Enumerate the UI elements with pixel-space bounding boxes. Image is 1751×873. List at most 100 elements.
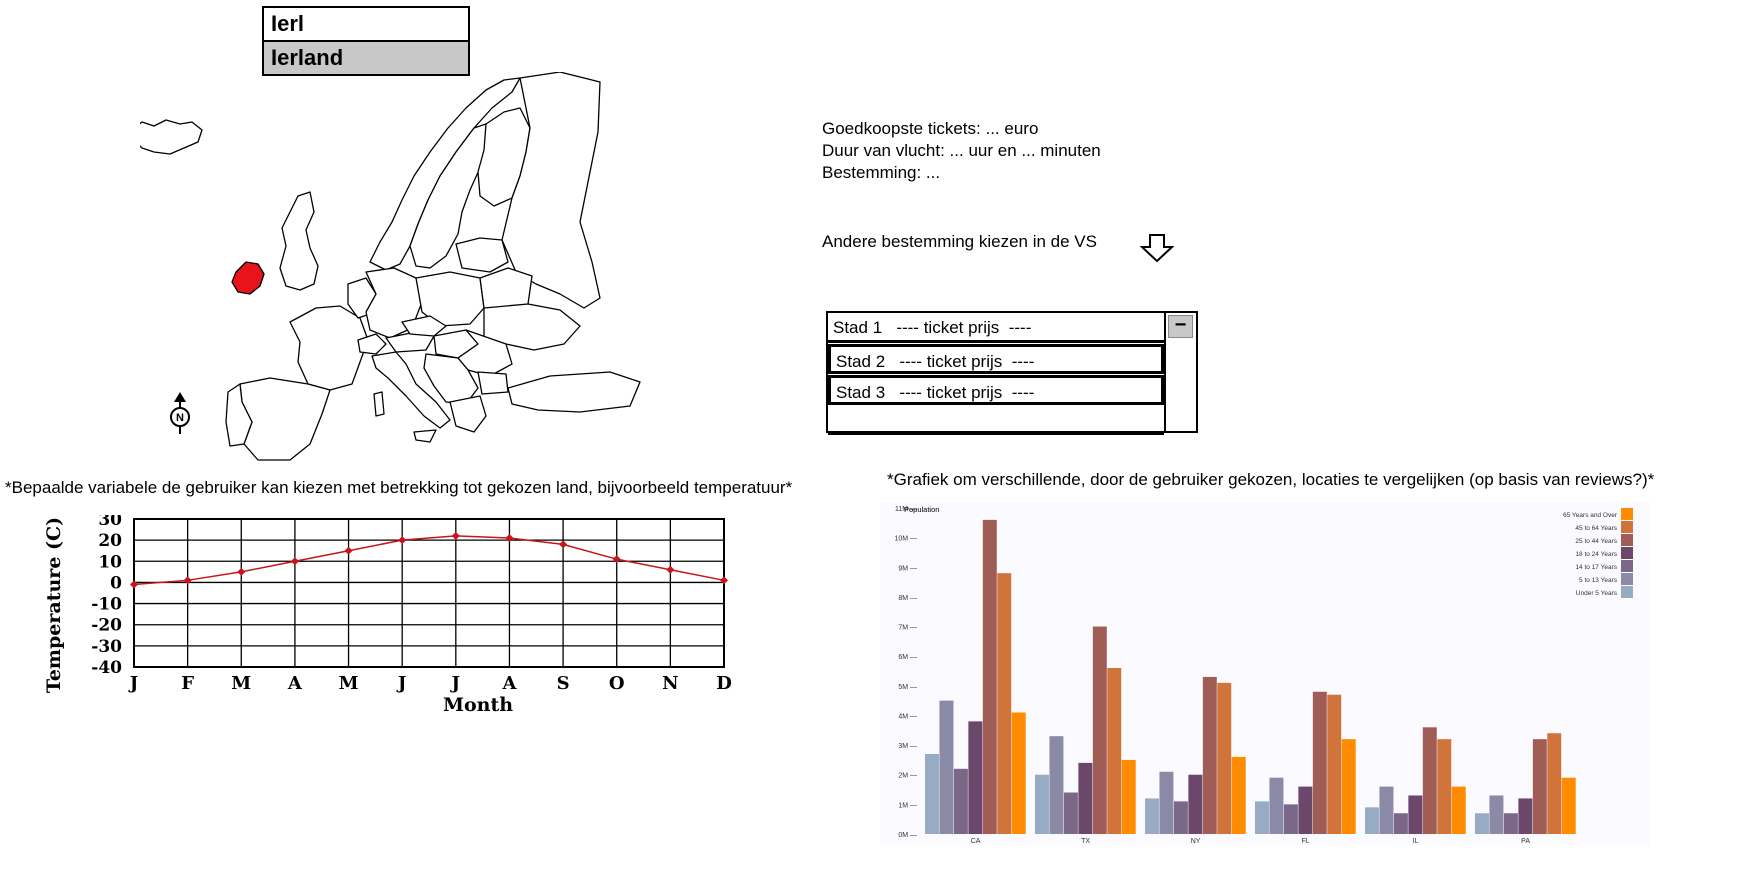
map-country-portugal[interactable] — [225, 383, 253, 447]
city-name: Stad 1 — [833, 318, 883, 337]
europe-map[interactable] — [140, 72, 740, 472]
population-x-tick-label: FL — [1302, 838, 1310, 845]
population-bar — [1269, 777, 1284, 834]
ticket-price: ---- ticket prijs ---- — [899, 352, 1035, 371]
population-y-tick-label: 9M — — [898, 565, 917, 572]
population-bar — [1092, 626, 1107, 834]
population-bar — [1489, 795, 1504, 834]
population-y-tick-label: 8M — — [898, 595, 917, 602]
population-legend-label: 14 to 17 Years — [1575, 564, 1617, 571]
population-bar — [997, 573, 1012, 834]
country-search[interactable]: Ierl Ierland — [262, 6, 470, 76]
population-y-label: Population — [904, 505, 939, 514]
destination-text: Bestemming: ... — [822, 163, 941, 182]
population-x-tick-label: IL — [1413, 838, 1419, 845]
city-list[interactable]: Stad 1 ---- ticket prijs ---- Stad 2 ---… — [826, 311, 1198, 435]
map-country-poland[interactable] — [415, 271, 485, 327]
population-bar — [968, 721, 983, 834]
population-bar — [1503, 813, 1518, 834]
temperature-y-tick-label: -20 — [91, 616, 122, 636]
population-bar — [1475, 813, 1489, 834]
comparison-caption: *Grafiek om verschillende, door de gebru… — [887, 470, 1655, 489]
compass-label: N — [176, 412, 184, 424]
population-legend-swatch — [1621, 508, 1633, 520]
temperature-grid — [133, 518, 725, 668]
population-bar — [1298, 786, 1313, 834]
population-bar — [925, 753, 939, 834]
flight-info: Goedkoopste tickets: ... euro Duur van v… — [822, 118, 1101, 184]
temperature-x-tick-label: M — [339, 673, 359, 694]
map-country-bulgaria[interactable] — [477, 371, 509, 395]
population-chart: 0M — 1M — 2M — 3M — 4M — 5M — 6M — 7M — 8M — 9M —… — [880, 502, 1650, 845]
temperature-point — [237, 567, 246, 576]
city-row[interactable]: Stad 2 ---- ticket prijs ---- — [828, 344, 1164, 374]
search-input[interactable]: Ierl — [264, 8, 468, 42]
city-row[interactable]: Stad 1 ---- ticket prijs ---- — [828, 313, 1164, 343]
map-country-ireland[interactable] — [231, 261, 265, 295]
population-x-ticks: CA TX NY FL IL PA — [971, 838, 1531, 845]
map-country-iceland[interactable] — [140, 119, 203, 155]
temperature-point — [398, 536, 407, 545]
map-country-italy[interactable] — [371, 351, 451, 429]
population-bar — [1327, 694, 1342, 834]
list-scrollbar[interactable]: − — [1164, 313, 1196, 431]
temperature-point — [451, 531, 460, 540]
population-bar — [1408, 795, 1423, 834]
population-bar — [1063, 792, 1078, 834]
map-country-czech[interactable] — [401, 315, 447, 337]
population-legend-label: 65 Years and Over — [1563, 512, 1618, 519]
temperature-point — [183, 576, 192, 585]
population-bar — [1145, 798, 1159, 834]
map-country-france[interactable] — [289, 305, 369, 391]
population-bar — [1365, 807, 1379, 834]
temperature-plot-area — [133, 518, 725, 668]
population-legend-swatch — [1621, 586, 1633, 598]
map-island-sicily[interactable] — [413, 429, 437, 443]
temperature-x-tick-label: J — [450, 673, 461, 694]
population-y-tick-label: 0M — — [898, 832, 917, 839]
map-island-sardinia[interactable] — [373, 391, 385, 417]
population-legend-label: Under 5 Years — [1576, 590, 1618, 597]
population-bar — [1532, 739, 1547, 834]
population-legend-label: 25 to 44 Years — [1575, 538, 1617, 545]
temperature-point — [612, 555, 621, 564]
map-country-uk[interactable] — [279, 191, 319, 291]
population-bar — [1011, 712, 1026, 834]
city-row-empty[interactable] — [828, 405, 1164, 435]
map-country-turkey[interactable] — [507, 371, 641, 413]
temperature-x-tick-label: F — [181, 673, 194, 694]
temperature-y-tick-label: -40 — [91, 658, 122, 678]
temperature-x-tick-label: J — [128, 673, 139, 694]
map-country-switzerland[interactable] — [357, 333, 387, 355]
population-y-tick-label: 3M — — [898, 743, 917, 750]
temperature-point — [290, 557, 299, 566]
temperature-x-tick-label: N — [662, 673, 678, 694]
scroll-thumb[interactable]: − — [1168, 315, 1193, 338]
population-bar — [1173, 801, 1188, 834]
arrow-down-icon[interactable] — [1140, 233, 1174, 263]
flight-duration-text: Duur van vlucht: ... uur en ... minuten — [822, 141, 1101, 160]
population-bar — [1202, 676, 1217, 834]
temperature-point — [344, 546, 353, 555]
population-bar — [1437, 739, 1452, 834]
population-y-tick-label: 7M — — [898, 625, 917, 632]
search-suggestion[interactable]: Ierland — [264, 42, 468, 74]
population-bar — [1283, 804, 1298, 834]
map-country-baltics[interactable] — [455, 237, 509, 273]
population-bar — [1078, 762, 1093, 834]
map-country-greece[interactable] — [449, 395, 487, 433]
map-country-russia[interactable] — [501, 72, 601, 309]
population-bar — [1518, 798, 1533, 834]
temperature-x-tick-label: S — [557, 673, 570, 694]
temperature-y-tick-label: -30 — [91, 637, 122, 657]
temperature-y-tick-label: 20 — [98, 531, 122, 551]
temperature-point — [505, 534, 514, 543]
city-name: Stad 3 — [836, 383, 886, 402]
population-bar — [1255, 801, 1269, 834]
population-bar — [1121, 759, 1136, 834]
city-row[interactable]: Stad 3 ---- ticket prijs ---- — [828, 375, 1164, 405]
ticket-price: ---- ticket prijs ---- — [896, 318, 1032, 337]
map-country-spain[interactable] — [239, 377, 331, 461]
